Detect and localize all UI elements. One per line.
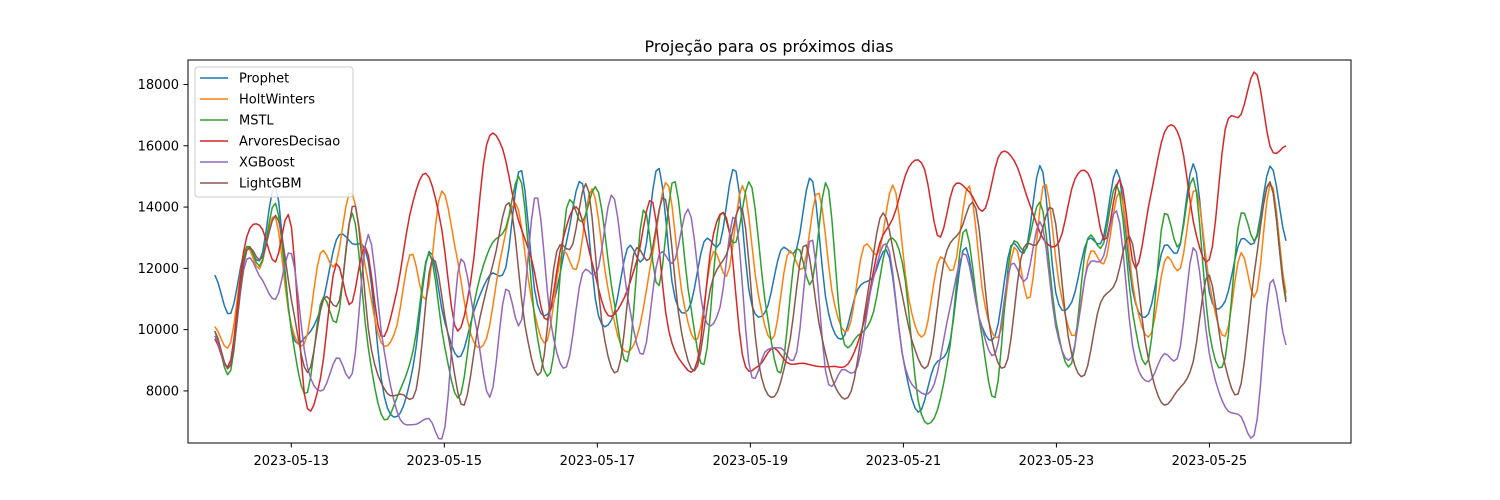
- y-tick-label: 18000: [138, 78, 179, 93]
- series-line-lightgbm: [214, 181, 1287, 406]
- legend-label-holtwinters: HoltWinters: [239, 93, 315, 108]
- x-tick-label: 2023-05-19: [713, 454, 789, 469]
- x-axis: 2023-05-13 2023-05-15 2023-05-17 2023-05-19…: [254, 443, 1248, 469]
- x-tick-label: 2023-05-17: [560, 454, 636, 469]
- y-tick-label: 16000: [138, 139, 179, 154]
- series-layer: [214, 71, 1287, 440]
- x-tick-label: 2023-05-13: [254, 454, 330, 469]
- plot-frame: [187, 59, 1352, 444]
- x-tick-label: 2023-05-15: [407, 454, 483, 469]
- legend-label-mstl: MSTL: [239, 114, 274, 129]
- y-axis: 8000 10000 12000 14000 16000 18000: [138, 78, 188, 399]
- legend-box: [194, 66, 354, 198]
- y-tick-label: 10000: [138, 323, 179, 338]
- series-line-mstl: [214, 175, 1287, 425]
- legend-label-prophet: Prophet: [239, 72, 289, 87]
- series-line-prophet: [214, 163, 1287, 418]
- series-line-holtwinters: [214, 181, 1287, 353]
- x-tick-label: 2023-05-23: [1019, 454, 1095, 469]
- series-line-xgboost: [214, 194, 1287, 440]
- legend: Prophet HoltWinters MSTL ArvoresDecisao XGBo…: [194, 66, 354, 198]
- x-tick-label: 2023-05-25: [1172, 454, 1248, 469]
- chart-title: Projeção para os próximos dias: [645, 37, 894, 56]
- y-tick-label: 8000: [146, 384, 179, 399]
- legend-label-lightgbm: LightGBM: [239, 177, 302, 192]
- x-tick-label: 2023-05-21: [866, 454, 942, 469]
- legend-label-xgboost: XGBoost: [239, 156, 295, 171]
- y-tick-label: 14000: [138, 201, 179, 216]
- y-tick-label: 12000: [138, 262, 179, 277]
- legend-label-arvoresdecisao: ArvoresDecisao: [239, 135, 340, 150]
